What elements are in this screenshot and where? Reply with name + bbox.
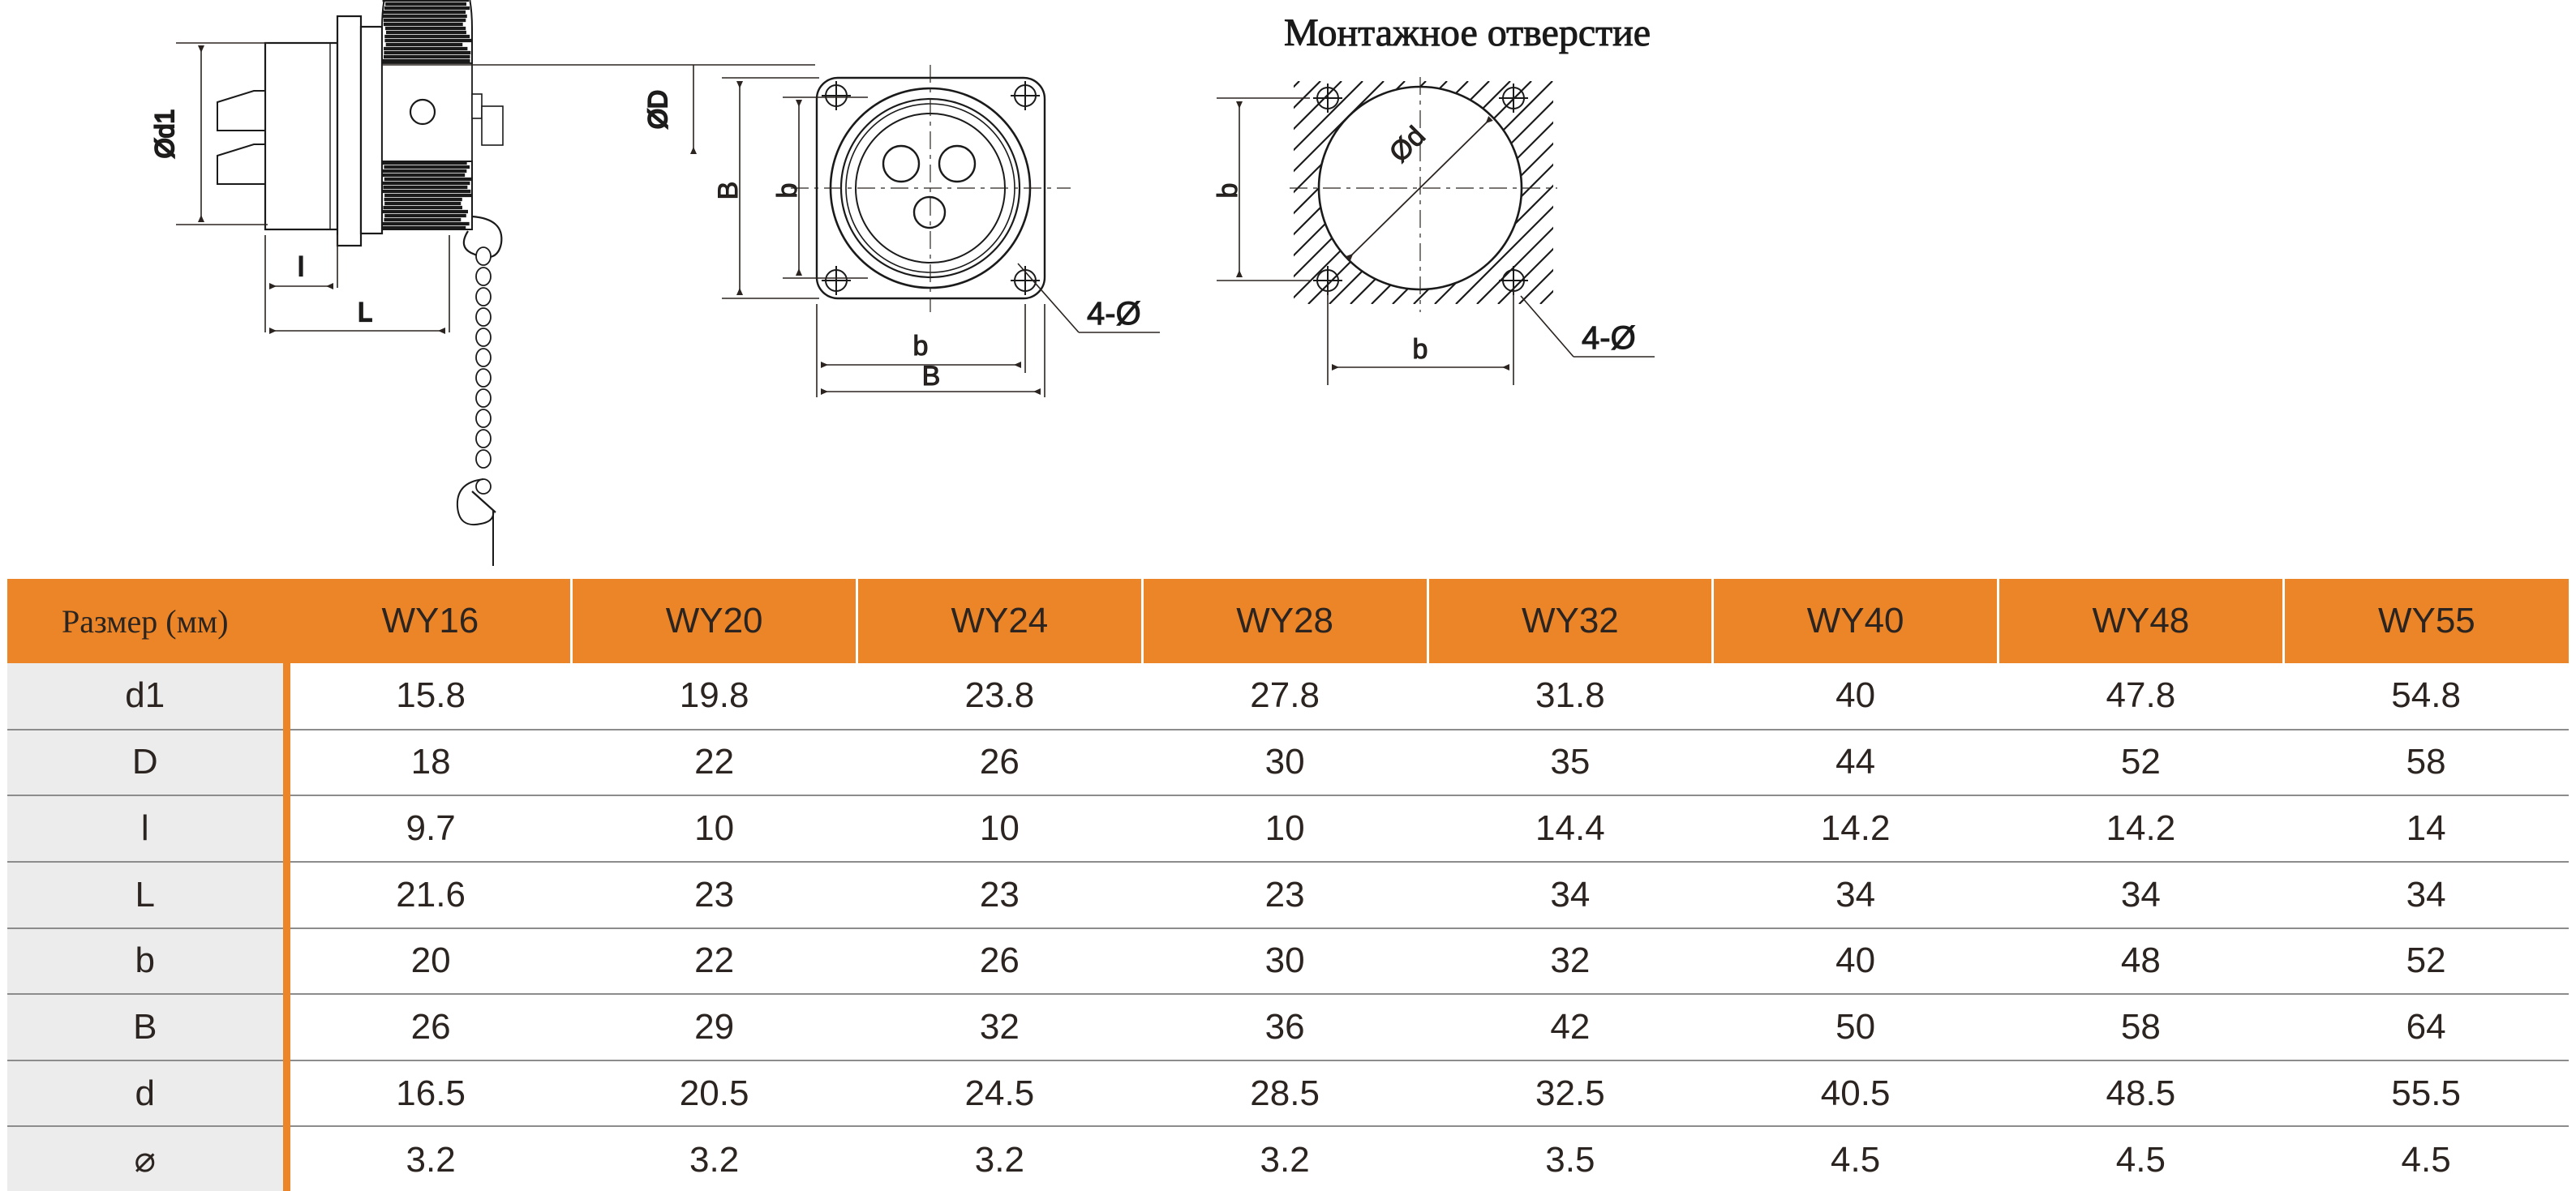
svg-text:4-Ø: 4-Ø (1582, 320, 1636, 356)
svg-text:Ød: Ød (1384, 121, 1432, 169)
svg-text:b: b (1213, 183, 1243, 199)
svg-text:L: L (358, 298, 372, 327)
svg-text:b: b (772, 183, 803, 199)
svg-text:b: b (1413, 334, 1428, 365)
svg-text:Ød1: Ød1 (150, 109, 179, 158)
svg-text:l: l (298, 252, 303, 281)
svg-text:B: B (922, 361, 941, 392)
svg-text:B: B (713, 182, 744, 200)
svg-text:4-Ø: 4-Ø (1087, 296, 1141, 332)
svg-text:Монтажное отверстие: Монтажное отверстие (1284, 11, 1651, 54)
svg-text:b: b (913, 331, 929, 362)
svg-text:ØD: ØD (643, 90, 672, 129)
